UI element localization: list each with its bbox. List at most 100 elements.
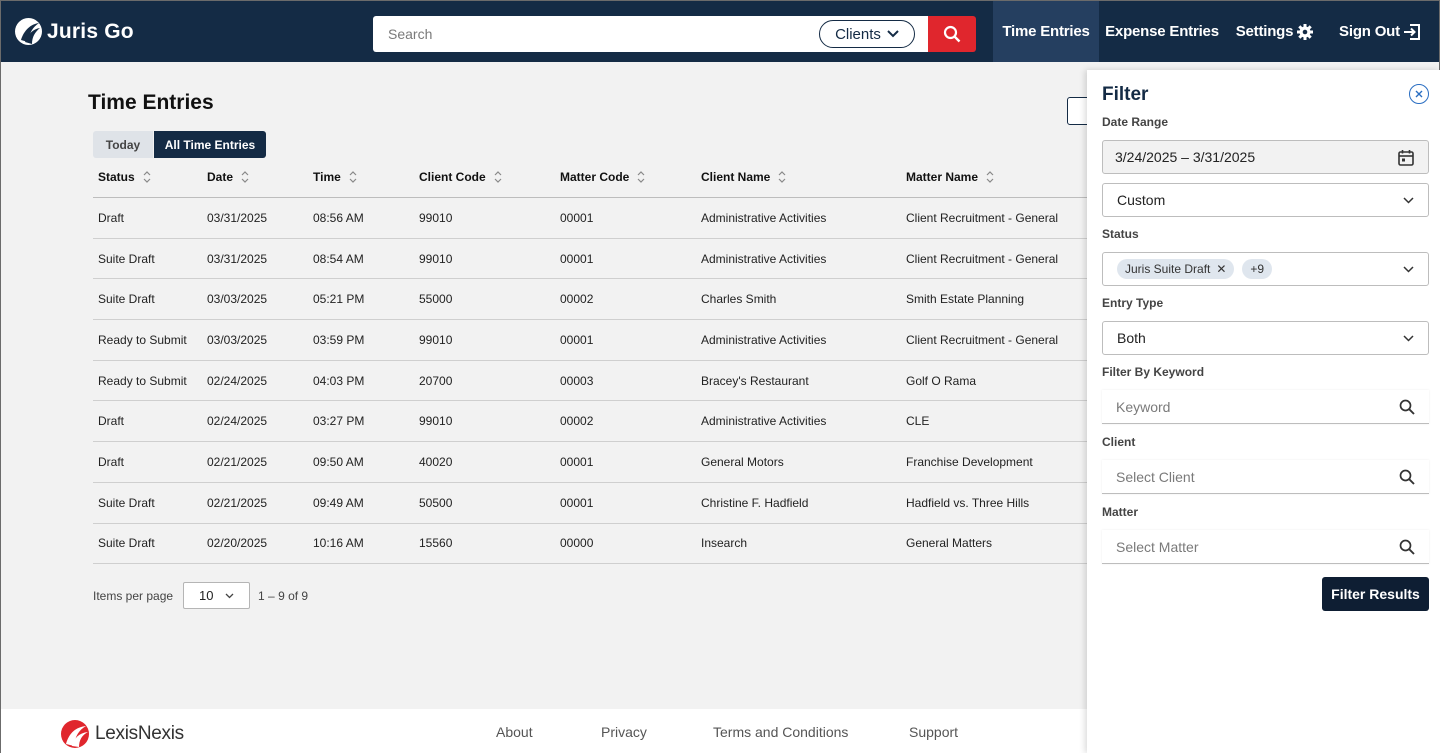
search-scope-dropdown[interactable]: Clients [819,20,915,48]
tab-all-time-entries[interactable]: All Time Entries [154,131,266,158]
entry-type-value: Both [1117,330,1146,346]
column-header-client-name[interactable]: Client Name [701,170,906,184]
table-row[interactable]: Draft 03/31/2025 08:56 AM 99010 00001 Adminis… [93,198,1087,239]
juris-logo-icon [15,18,42,45]
global-search: Clients [373,16,976,52]
column-header-label: Matter Name [906,170,979,184]
filter-results-button[interactable]: Filter Results [1322,577,1429,611]
keyword-input[interactable] [1116,398,1386,415]
nav-expense-entries[interactable]: Expense Entries [1099,1,1225,62]
date-range-preset-select[interactable]: Custom [1102,183,1429,217]
column-header-label: Time [313,170,341,184]
footer-link-about[interactable]: About [496,724,533,740]
cell-client-code: 99010 [419,332,453,347]
cell-time: 09:49 AM [313,495,364,510]
keyword-field [1102,390,1429,424]
nav-sign-out[interactable]: Sign Out [1325,1,1435,62]
table-row[interactable]: Suite Draft 03/03/2025 05:21 PM 55000 00002 C… [93,279,1087,321]
gear-icon [1297,23,1314,40]
date-range-value: 3/24/2025 – 3/31/2025 [1115,149,1256,165]
chevron-down-icon [225,593,234,598]
cell-date: 03/03/2025 [207,332,268,347]
footer-link-privacy[interactable]: Privacy [601,724,647,740]
cell-client-name: Administrative Activities [701,414,827,429]
nav-settings-label: Settings [1235,23,1294,40]
cell-client-name: Christine F. Hadfield [701,495,809,510]
table-row[interactable]: Suite Draft 02/21/2025 09:49 AM 50500 00001 C… [93,483,1087,524]
column-header-date[interactable]: Date [207,170,313,184]
footer-link-terms[interactable]: Terms and Conditions [713,724,849,740]
page-range-label: 1 – 9 of 9 [258,588,309,603]
client-input[interactable] [1116,468,1386,485]
column-header-matter-code[interactable]: Matter Code [560,170,701,184]
column-header-label: Status [98,170,135,184]
cell-status: Draft [98,414,125,429]
app-name: Juris Go [47,19,134,43]
search-icon[interactable] [1399,399,1415,415]
column-header-matter-name[interactable]: Matter Name [906,170,1087,184]
nav-time-entries[interactable]: Time Entries [993,1,1099,62]
items-per-page-select[interactable]: 10 [183,582,251,609]
status-multiselect[interactable]: Juris Suite Draft ✕ +9 [1102,252,1429,286]
nav-settings[interactable]: Settings [1225,1,1325,62]
remove-chip-icon[interactable]: ✕ [1216,262,1227,276]
footer-brand-name: LexisNexis [95,723,184,744]
search-button[interactable] [928,16,976,52]
cell-client-name: Administrative Activities [701,251,827,266]
table-row[interactable]: Draft 02/21/2025 09:50 AM 40020 00001 General… [93,442,1087,483]
lexisnexis-logo[interactable]: LexisNexis [60,719,184,749]
paginator: Items per page 10 1 – 9 of 9 [93,582,308,609]
time-entries-table: Status Date Time Client Code Matter Code… [93,157,1087,565]
column-header-time[interactable]: Time [313,170,419,184]
close-filter-button[interactable] [1409,84,1429,104]
cell-status: Suite Draft [98,251,155,266]
cell-matter-code: 00001 [560,251,594,266]
cell-matter-name: CLE [906,414,930,429]
date-range-input[interactable]: 3/24/2025 – 3/31/2025 [1102,140,1429,174]
chevron-down-icon [1403,265,1414,273]
cell-date: 02/21/2025 [207,454,268,469]
cell-client-code: 99010 [419,210,453,225]
cell-client-code: 15560 [419,536,453,551]
matter-input[interactable] [1116,538,1386,555]
search-icon[interactable] [1399,539,1415,555]
cell-client-name: Charles Smith [701,292,777,307]
lexisnexis-logo-icon [61,720,89,748]
search-icon [943,25,961,43]
table-row[interactable]: Suite Draft 02/20/2025 10:16 AM 15560 00000 I… [93,524,1087,565]
entry-type-select[interactable]: Both [1102,321,1429,355]
tab-today[interactable]: Today [93,131,153,158]
cell-time: 03:59 PM [313,332,365,347]
date-range-label: Date Range [1102,115,1169,129]
sign-out-icon [1403,23,1420,40]
table-row[interactable]: Ready to Submit 03/03/2025 03:59 PM 99010 00… [93,320,1087,361]
column-header-status[interactable]: Status [93,170,207,184]
cell-status: Draft [98,454,125,469]
matter-label: Matter [1102,505,1139,519]
sort-icon [241,170,249,184]
cell-matter-name: Golf O Rama [906,373,977,388]
app-logo[interactable]: Juris Go [15,18,134,45]
footer-link-support[interactable]: Support [909,724,959,740]
cell-time: 05:21 PM [313,292,365,307]
calendar-icon[interactable] [1398,149,1414,166]
cell-time: 08:56 AM [313,210,364,225]
cell-client-code: 40020 [419,454,453,469]
keyword-label: Filter By Keyword [1102,365,1205,379]
cell-status: Suite Draft [98,536,155,551]
cell-date: 02/20/2025 [207,536,268,551]
table-row[interactable]: Draft 02/24/2025 03:27 PM 99010 00002 Adminis… [93,401,1087,443]
column-header-client-code[interactable]: Client Code [419,170,560,184]
cell-client-name: General Motors [701,454,784,469]
page-title: Time Entries [88,91,214,114]
table-row[interactable]: Suite Draft 03/31/2025 08:54 AM 99010 00001 A… [93,239,1087,280]
status-chip-list: Juris Suite Draft ✕ +9 [1117,259,1280,279]
top-navigation-bar: Juris Go Clients Time Entries Expense En… [1,1,1439,62]
search-icon[interactable] [1399,469,1415,485]
cell-matter-name: Smith Estate Planning [906,292,1025,307]
table-row[interactable]: Ready to Submit 02/24/2025 04:03 PM 20700 00… [93,361,1087,402]
cell-time: 09:50 AM [313,454,364,469]
cell-matter-name: Franchise Development [906,454,1033,469]
sort-icon [778,170,786,184]
cell-client-code: 20700 [419,373,453,388]
